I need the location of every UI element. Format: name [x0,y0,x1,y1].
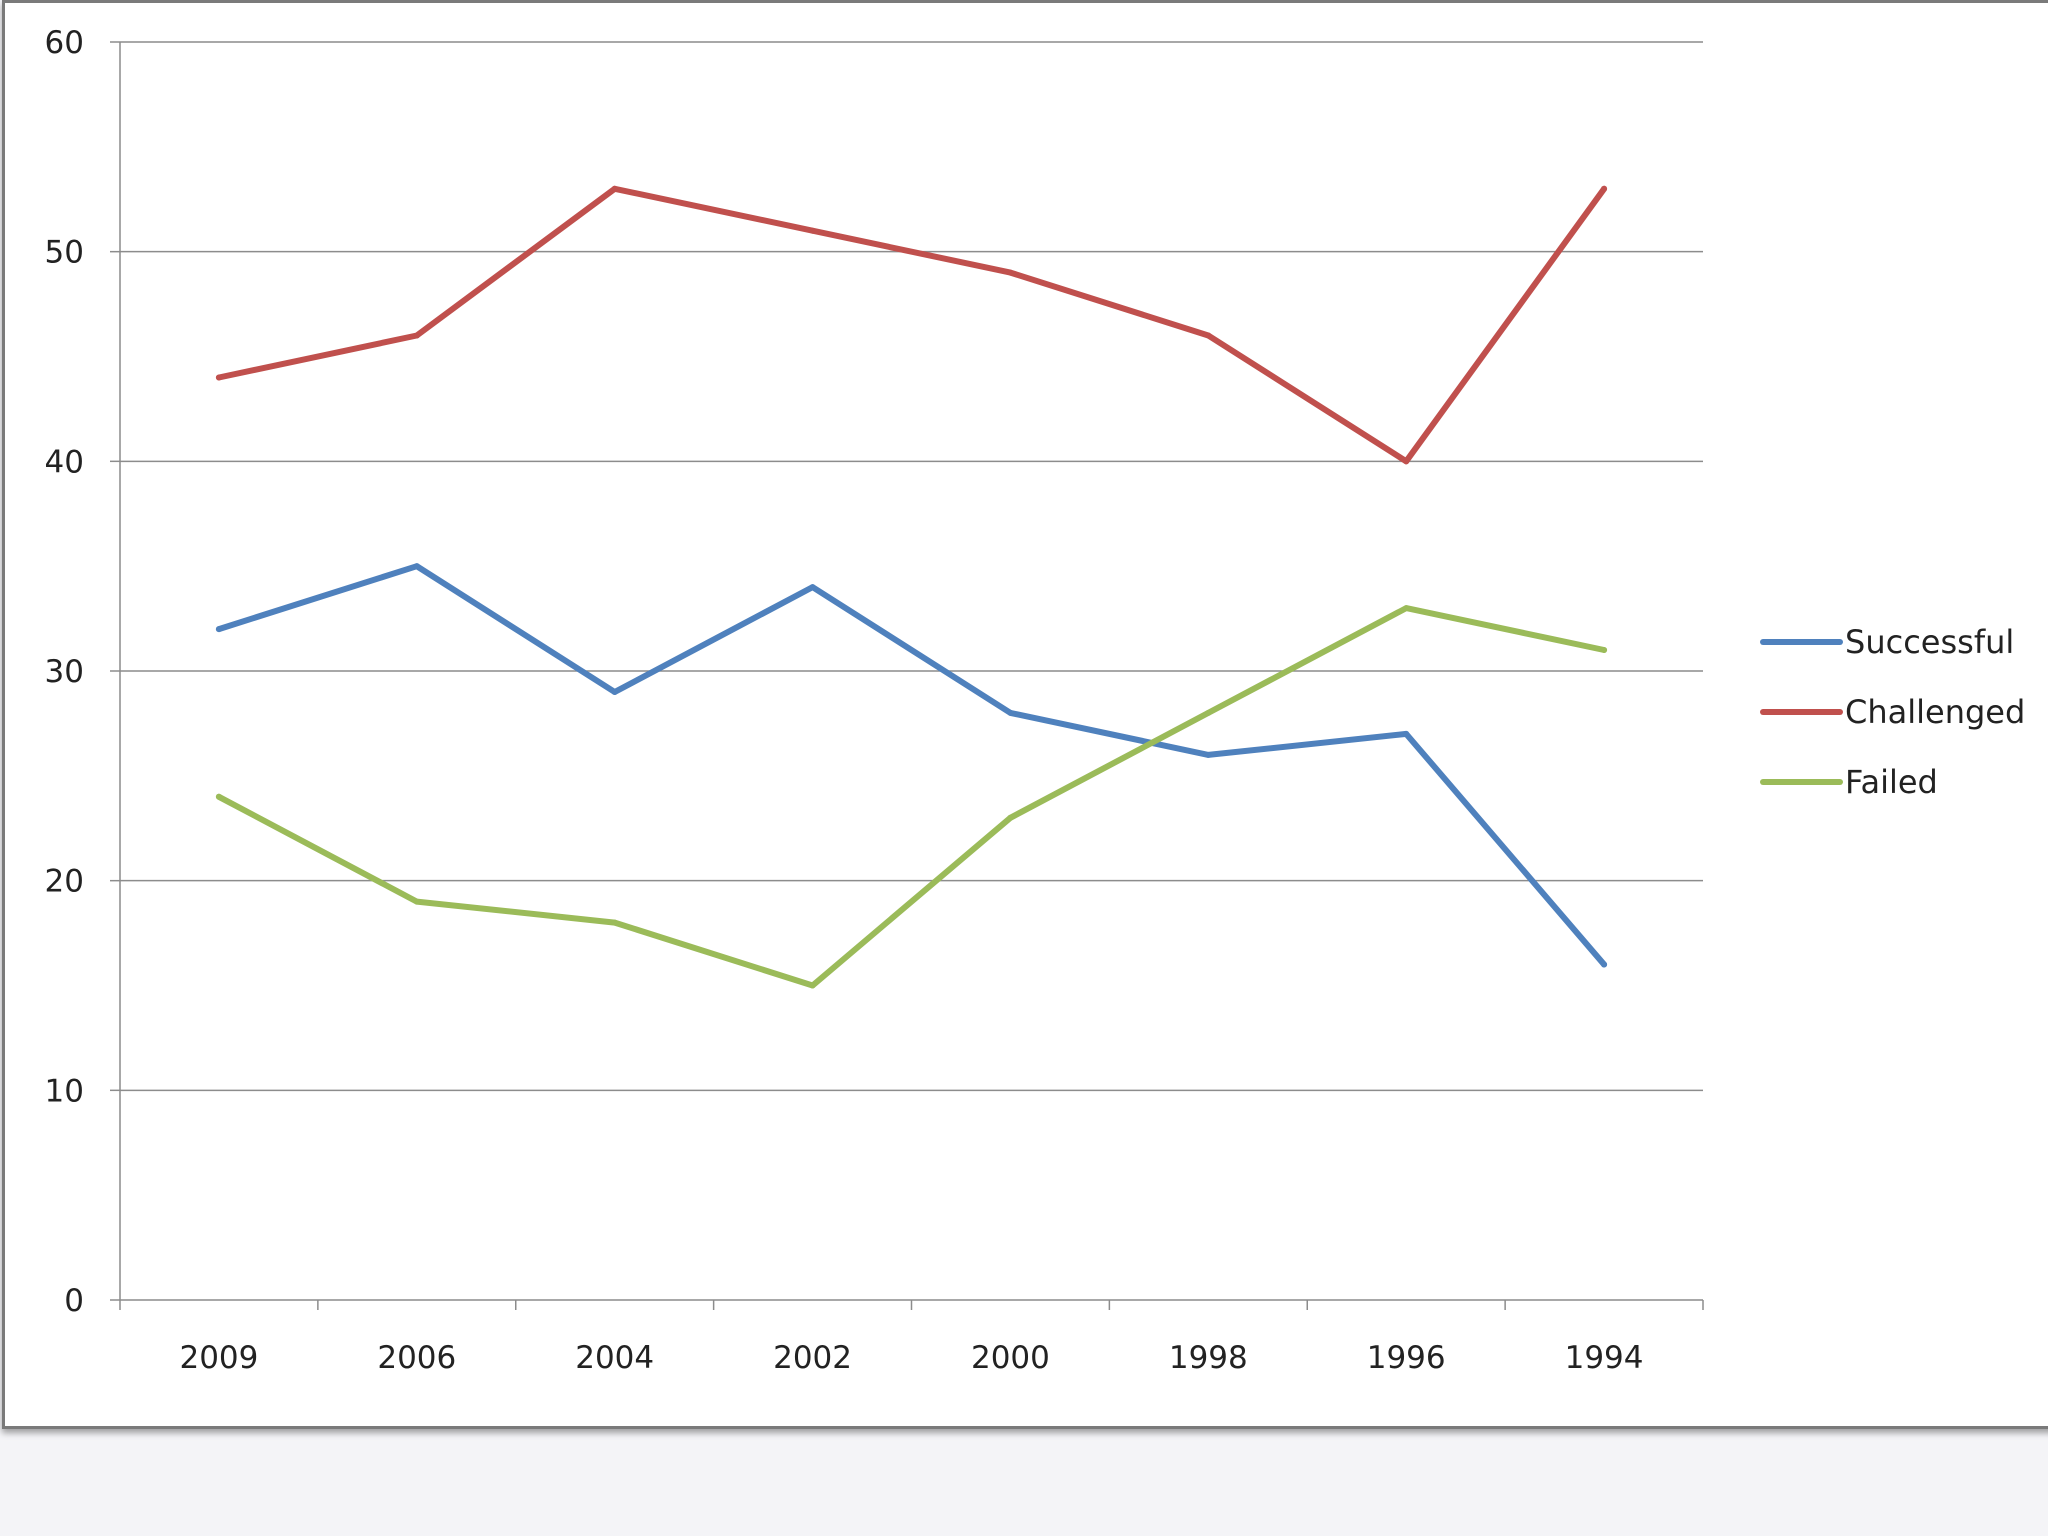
data-point-challenged [809,227,816,234]
data-point-failed [413,898,420,905]
data-point-successful [1007,709,1014,716]
legend-label-failed: Failed [1845,763,1938,801]
data-point-challenged [1205,332,1212,339]
data-point-failed [809,982,816,989]
x-tick-label: 2000 [971,1340,1050,1376]
x-tick-label: 2006 [377,1340,456,1376]
y-tick-label: 20 [45,864,84,900]
data-point-failed [215,793,222,800]
y-tick-label: 30 [45,654,84,690]
y-tick-label: 0 [64,1283,84,1319]
data-point-challenged [1601,185,1608,192]
data-point-challenged [1007,269,1014,276]
legend: Successful Challenged Failed [1760,623,2025,801]
data-point-failed [1205,709,1212,716]
data-point-successful [1205,751,1212,758]
data-point-successful [809,584,816,591]
series-line-failed [215,605,1608,989]
data-point-failed [1007,814,1014,821]
y-tick-label: 10 [45,1073,84,1109]
y-tick-label: 50 [45,235,84,271]
data-point-challenged [1403,458,1410,465]
data-point-challenged [611,185,618,192]
data-point-failed [1601,647,1608,654]
y-tick-label: 60 [45,25,84,61]
data-point-successful [611,688,618,695]
x-tick-label: 1994 [1565,1340,1644,1376]
series-line-challenged [215,185,1608,465]
x-tick-label: 1996 [1367,1340,1446,1376]
data-point-successful [1601,961,1608,968]
x-tick-label: 2004 [575,1340,654,1376]
data-point-failed [1403,605,1410,612]
data-point-successful [413,563,420,570]
gridlines [120,41,1703,1092]
y-tick-label: 40 [45,444,84,480]
x-tick-label: 2002 [773,1340,852,1376]
x-tick-label: 2009 [179,1340,258,1376]
axes: 0 10 20 30 40 50 60 2009 2006 2004 2002 2000 1998 199… [45,25,1704,1376]
data-point-successful [215,626,222,633]
x-tick-label: 1998 [1169,1340,1248,1376]
series-line-successful [215,563,1608,968]
series-lines [215,185,1608,989]
data-point-challenged [413,332,420,339]
data-point-failed [611,919,618,926]
legend-label-successful: Successful [1845,623,2014,661]
legend-label-challenged: Challenged [1845,693,2025,731]
data-point-challenged [215,374,222,381]
data-point-successful [1403,730,1410,737]
